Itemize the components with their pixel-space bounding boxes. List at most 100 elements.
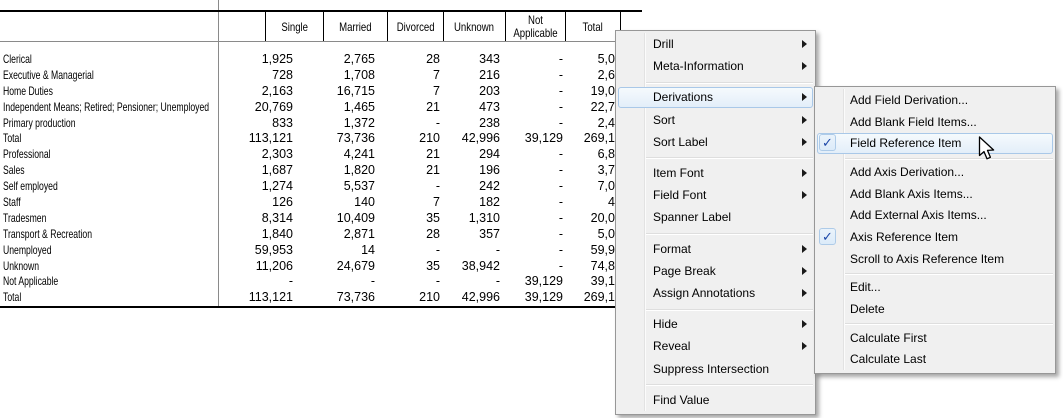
menu-item-sort[interactable]: ✓ Sort	[616, 109, 815, 131]
table-cell-value: 833	[272, 115, 293, 130]
column-header-married[interactable]: Married	[323, 12, 387, 41]
menu-item-spanner-label[interactable]: ✓ Spanner Label	[616, 206, 815, 228]
menu-item-suppress-intersection[interactable]: ✓ Suppress Intersection	[616, 357, 815, 379]
table-cell-value: -	[558, 242, 563, 257]
column-header-total[interactable]: Total	[565, 12, 621, 41]
table-row: Professional 2,303 4,241 21 294 - 6,8	[0, 147, 660, 163]
table-cell-value: 39,129	[524, 290, 563, 305]
row-label[interactable]: Tradesmen	[3, 210, 47, 225]
menu-item-scroll-to-axis-reference-item[interactable]: ✓ Scroll to Axis Reference Item	[815, 248, 1055, 270]
table-row: Primary production 833 1,372 - 238 - 2,4	[0, 116, 660, 132]
row-label[interactable]: Self employed	[3, 179, 58, 194]
table-cell-value: 5,0	[597, 226, 615, 241]
menu-separator	[616, 304, 815, 313]
row-label[interactable]: Total	[3, 290, 22, 305]
table-row: Total 113,121 73,736 210 42,996 39,129 269,1	[0, 131, 660, 147]
submenu-arrow-icon	[802, 169, 807, 178]
table-cell-value: -	[435, 115, 440, 130]
column-header-not-applicable[interactable]: Not Applicable	[505, 12, 565, 41]
column-header-single[interactable]: Single	[265, 12, 323, 41]
menu-item-calculate-last[interactable]: ✓ Calculate Last	[815, 349, 1055, 371]
table-cell-value: 35	[426, 258, 440, 273]
column-header-divorced[interactable]: Divorced	[387, 12, 443, 41]
menu-item-add-blank-axis-items[interactable]: ✓ Add Blank Axis Items...	[815, 183, 1055, 205]
submenu-arrow-icon	[802, 244, 807, 253]
menu-item-edit[interactable]: ✓ Edit...	[815, 277, 1055, 299]
row-label[interactable]: Total	[3, 131, 22, 146]
menu-item-label: Spanner Label	[653, 210, 732, 225]
header-underline	[0, 41, 642, 42]
menu-item-add-axis-derivation[interactable]: ✓ Add Axis Derivation...	[815, 161, 1055, 183]
table-row: Clerical 1,925 2,765 28 343 - 5,0	[0, 52, 660, 68]
menu-item-field-reference-item[interactable]: ✓ Field Reference Item	[815, 132, 1055, 154]
header-row: Single Married Divorced Unknown Not Applicab…	[265, 12, 621, 41]
menu-item-add-blank-field-items[interactable]: ✓ Add Blank Field Items...	[815, 111, 1055, 133]
menu-item-item-font[interactable]: ✓ Item Font	[616, 162, 815, 184]
table-cell-value: 113,121	[248, 131, 293, 146]
table-cell-value: 39,129	[524, 274, 563, 289]
row-label[interactable]: Not Applicable	[3, 274, 59, 289]
menu-item-label: Field Font	[653, 188, 707, 203]
table-cell-value: 7	[433, 195, 440, 210]
menu-item-add-field-derivation[interactable]: ✓ Add Field Derivation...	[815, 89, 1055, 111]
menu-item-meta-information[interactable]: ✓ Meta-Information	[616, 55, 815, 77]
row-label[interactable]: Independent Means; Retired; Pensioner; U…	[3, 99, 210, 114]
row-label-divider-line	[218, 0, 219, 307]
menu-item-axis-reference-item[interactable]: ✓ Axis Reference Item	[815, 226, 1055, 248]
table-cell-value: 10,409	[336, 210, 375, 225]
row-label[interactable]: Primary production	[3, 115, 76, 130]
table-cell-value: 28	[426, 226, 440, 241]
menu-item-format[interactable]: ✓ Format	[616, 238, 815, 260]
menu-item-hide[interactable]: ✓ Hide	[616, 313, 815, 335]
table-cell-value: 5,537	[343, 179, 375, 194]
row-label[interactable]: Professional	[3, 147, 51, 162]
table-cell-value: 22,7	[590, 99, 615, 114]
menu-item-assign-annotations[interactable]: ✓ Assign Annotations	[616, 282, 815, 304]
menu-item-drill[interactable]: ✓ Drill	[616, 33, 815, 55]
column-header-unknown[interactable]: Unknown	[443, 12, 505, 41]
table-cell-value: -	[495, 242, 500, 257]
table-cell-value: -	[558, 195, 563, 210]
table-cell-value: -	[435, 179, 440, 194]
table-row: Unknown 11,206 24,679 35 38,942 - 74,8	[0, 259, 660, 275]
row-label[interactable]: Executive & Managerial	[3, 67, 94, 82]
menu-item-label: Drill	[653, 37, 674, 52]
table-row: Executive & Managerial 728 1,708 7 216 - 2,6	[0, 68, 660, 84]
row-label[interactable]: Home Duties	[3, 83, 53, 98]
menu-item-reveal[interactable]: ✓ Reveal	[616, 335, 815, 357]
menu-item-label: Find Value	[653, 392, 710, 407]
menu-separator	[616, 229, 815, 238]
table-cell-value: -	[288, 274, 293, 289]
submenu-arrow-icon	[802, 288, 807, 297]
menu-item-calculate-first[interactable]: ✓ Calculate First	[815, 327, 1055, 349]
table-cell-value: -	[558, 52, 563, 66]
menu-item-label: Edit...	[850, 280, 881, 295]
menu-separator	[815, 154, 1055, 161]
table-cell-value: 269,1	[583, 131, 615, 146]
menu-item-find-value[interactable]: ✓ Find Value	[616, 389, 815, 411]
menu-item-delete[interactable]: ✓ Delete	[815, 298, 1055, 320]
menu-item-sort-label[interactable]: ✓ Sort Label	[616, 131, 815, 153]
mouse-cursor-icon	[978, 136, 1000, 169]
menu-item-add-external-axis-items[interactable]: ✓ Add External Axis Items...	[815, 204, 1055, 226]
menu-item-page-break[interactable]: ✓ Page Break	[616, 260, 815, 282]
menu-item-label: Derivations	[653, 90, 714, 105]
row-label[interactable]: Sales	[3, 163, 25, 178]
row-label[interactable]: Unknown	[3, 258, 40, 273]
table-cell-value: 39,1	[590, 274, 615, 289]
table-row: Total 113,121 73,736 210 42,996 39,129 269,1	[0, 290, 660, 306]
row-label[interactable]: Staff	[3, 195, 21, 210]
table-row: Home Duties 2,163 16,715 7 203 - 19,0	[0, 84, 660, 100]
submenu-arrow-icon	[802, 115, 807, 124]
row-label[interactable]: Transport & Recreation	[3, 226, 92, 241]
table-top-border	[0, 10, 642, 12]
table-cell-value: 357	[479, 226, 500, 241]
submenu-arrow-icon	[802, 320, 807, 329]
table-cell-value: 2,163	[261, 83, 293, 98]
menu-item-derivations[interactable]: ✓ Derivations	[616, 86, 815, 109]
menu-item-label: Page Break	[653, 263, 716, 278]
row-label[interactable]: Clerical	[3, 52, 32, 66]
menu-item-field-font[interactable]: ✓ Field Font	[616, 184, 815, 206]
row-label[interactable]: Unemployed	[3, 242, 52, 257]
checkmark-icon: ✓	[819, 134, 836, 152]
